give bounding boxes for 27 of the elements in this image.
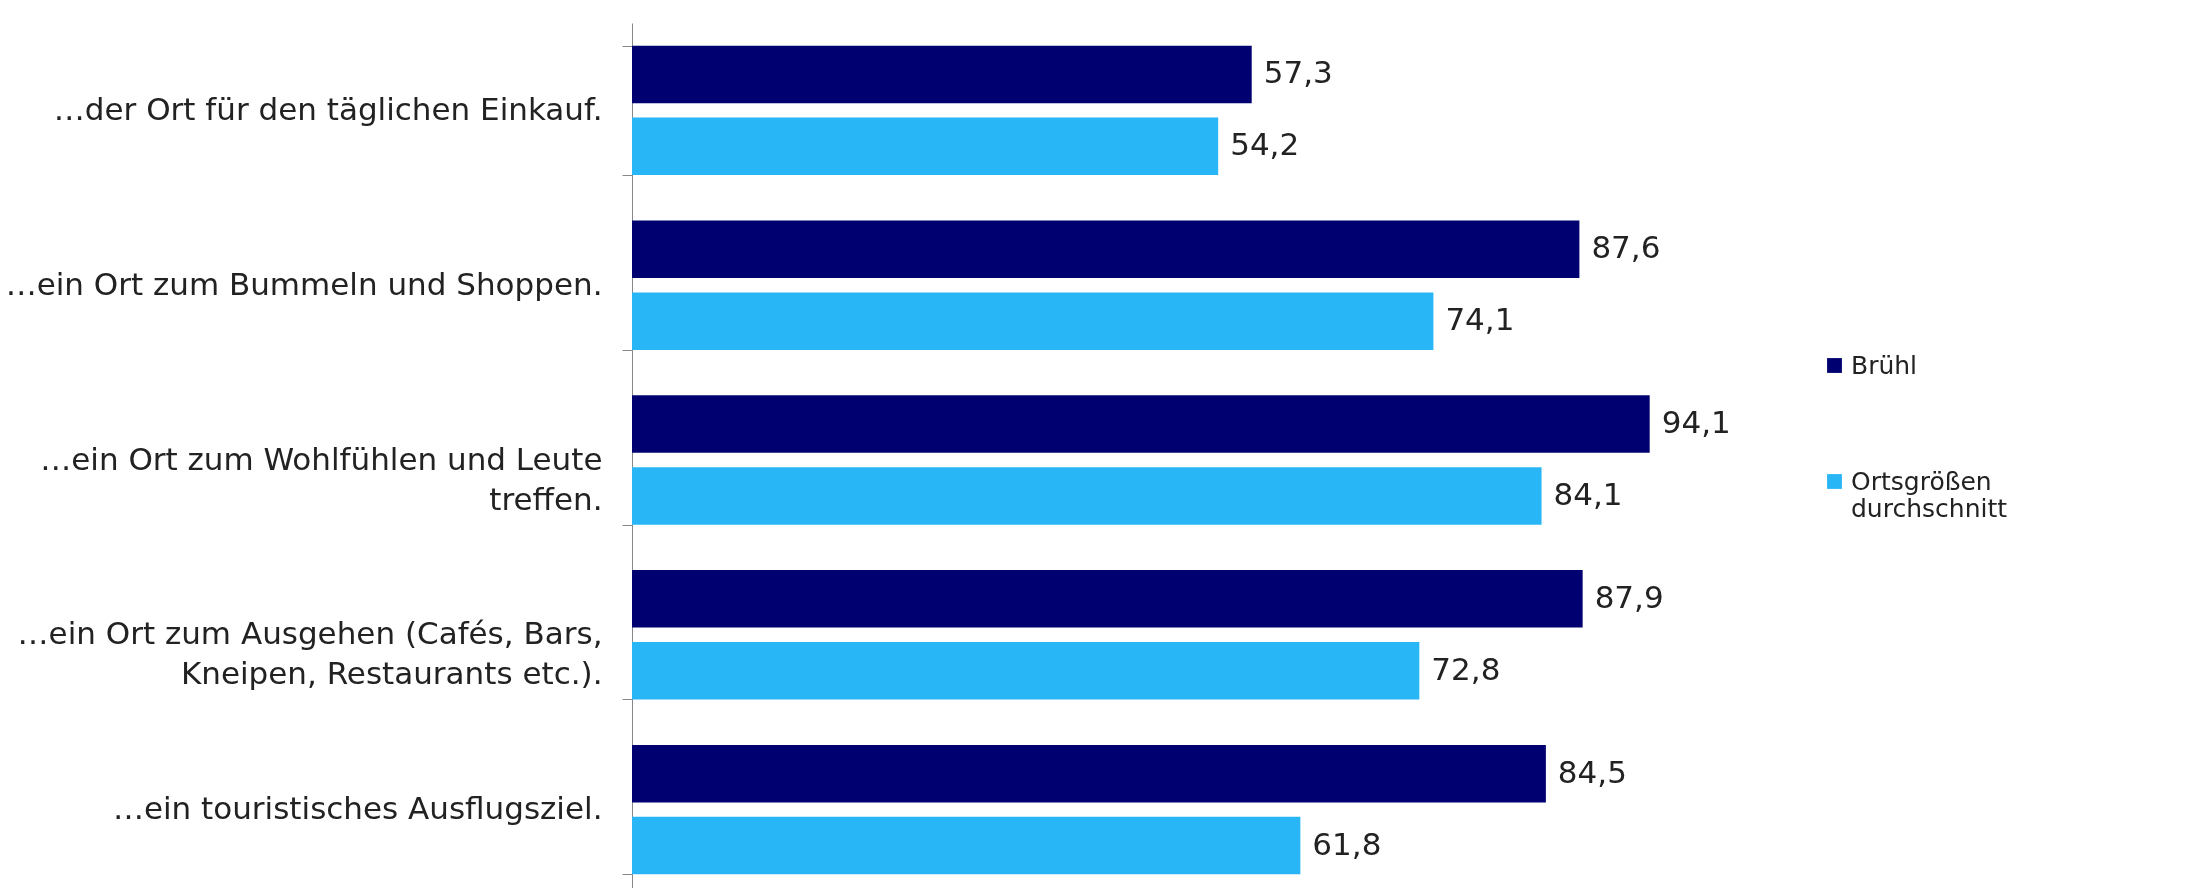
bar xyxy=(632,292,1434,350)
y-tick-label: …ein Ort zum Wohlfühlen und Leute treffen. xyxy=(40,440,603,517)
bar xyxy=(632,570,1583,628)
bar xyxy=(632,641,1420,700)
data-label: 72,8 xyxy=(1431,650,1501,687)
y-tick-label: …ein touristisches Ausflugsziel. xyxy=(112,790,603,827)
data-label: 54,2 xyxy=(1230,126,1300,163)
data-label: 84,1 xyxy=(1553,475,1623,512)
data-label: 57,3 xyxy=(1263,54,1333,91)
y-tick-label: …der Ort für den täglichen Einkauf. xyxy=(53,90,603,127)
bar xyxy=(632,117,1219,176)
bar xyxy=(632,744,1546,803)
data-label: 87,9 xyxy=(1594,578,1664,615)
y-tick-label: …ein Ort zum Ausgehen (Cafés, Bars, Kneipen, Restaurants etc.). xyxy=(17,615,603,692)
bar xyxy=(632,467,1542,525)
data-label: 94,1 xyxy=(1661,404,1731,441)
legend-label: Ortsgrößen durchschnitt xyxy=(1851,466,2008,523)
y-tick-label: …ein Ort zum Bummeln und Shoppen. xyxy=(5,265,603,302)
data-label: 84,5 xyxy=(1557,753,1627,790)
data-label: 74,1 xyxy=(1445,301,1515,338)
bar xyxy=(632,816,1301,875)
bar xyxy=(632,45,1252,104)
bar xyxy=(632,395,1650,453)
bar xyxy=(632,220,1580,279)
data-label: 87,6 xyxy=(1591,229,1661,266)
legend-label: Brühl xyxy=(1851,350,1918,380)
data-label: 61,8 xyxy=(1312,825,1382,862)
